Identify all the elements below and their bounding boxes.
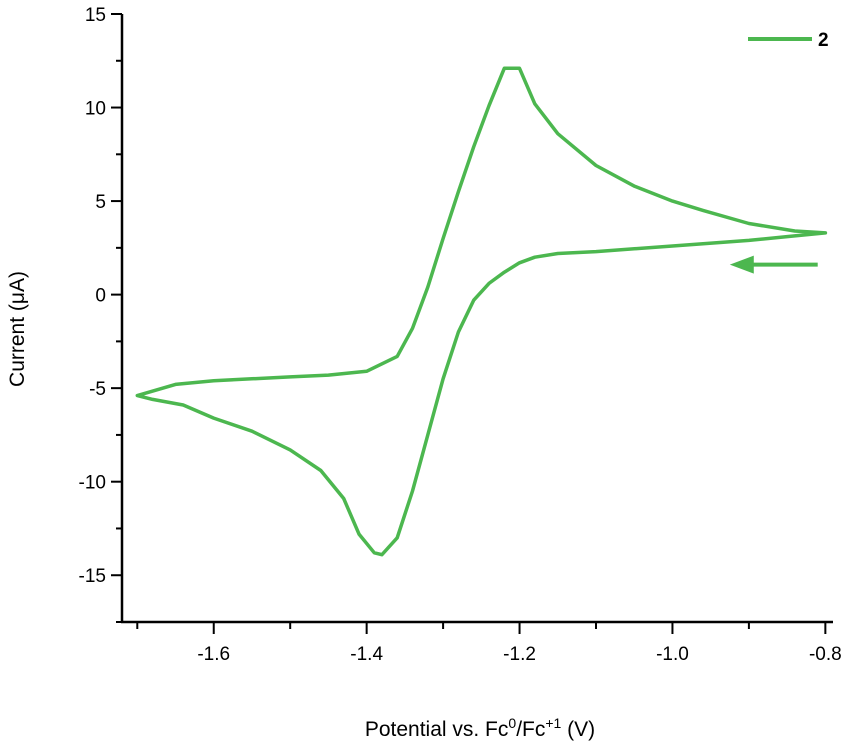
x-tick-label: -1.4 — [350, 644, 383, 665]
y-tick-label: 10 — [85, 99, 106, 120]
y-tick-label: -10 — [79, 473, 106, 494]
x-axis-title: Potential vs. Fc0/Fc+1 (V) — [365, 715, 595, 741]
y-axis-title: Current (μA) — [6, 271, 29, 387]
y-tick-label: 0 — [95, 286, 106, 307]
plot-frame — [120, 14, 833, 624]
x-tick-label: -0.8 — [809, 644, 842, 665]
annotation-layer — [729, 255, 818, 274]
x-axis-title-sup1: 0 — [508, 715, 516, 731]
scan-direction-arrow-head — [729, 255, 754, 274]
y-tick-label: 15 — [85, 5, 106, 26]
series-layer — [135, 66, 828, 557]
x-tick-label: -1.0 — [656, 644, 689, 665]
x-axis-title-sup2: +1 — [545, 715, 561, 731]
x-axis-title-mid: /Fc — [516, 718, 545, 741]
legend: 2 — [748, 30, 829, 51]
x-axis-title-prefix: Potential vs. Fc — [365, 718, 509, 741]
y-axis: -15 -10 -5 0 5 10 15 — [79, 5, 122, 623]
x-axis: -1.6 -1.4 -1.2 -1.0 -0.8 — [136, 622, 842, 665]
y-tick-label: 5 — [95, 192, 106, 213]
y-tick-label: -5 — [89, 379, 106, 400]
legend-label: 2 — [818, 30, 829, 51]
x-axis-title-suffix: (V) — [561, 718, 595, 741]
y-tick-label: -15 — [79, 566, 106, 587]
x-tick-label: -1.2 — [503, 644, 536, 665]
series-line-2 — [135, 66, 828, 557]
x-tick-label: -1.6 — [197, 644, 230, 665]
